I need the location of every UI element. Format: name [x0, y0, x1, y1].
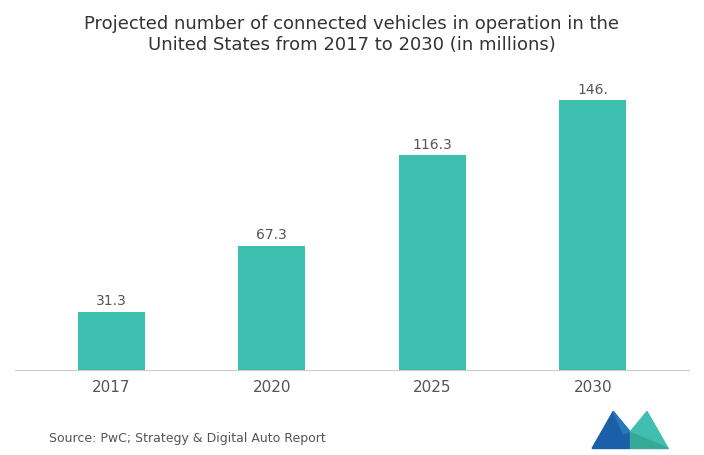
Text: 31.3: 31.3 — [96, 294, 127, 308]
Polygon shape — [592, 432, 630, 449]
Text: 67.3: 67.3 — [256, 228, 287, 242]
Bar — [77, 312, 145, 370]
Polygon shape — [630, 432, 668, 449]
Title: Projected number of connected vehicles in operation in the
United States from 20: Projected number of connected vehicles i… — [84, 15, 620, 54]
Polygon shape — [613, 411, 630, 449]
Text: 116.3: 116.3 — [413, 137, 452, 152]
Bar — [559, 101, 627, 370]
Bar — [398, 156, 466, 370]
Text: Source: PwC; Strategy & Digital Auto Report: Source: PwC; Strategy & Digital Auto Rep… — [49, 430, 326, 444]
Text: 146.: 146. — [577, 83, 608, 96]
Bar — [238, 246, 306, 370]
Polygon shape — [592, 411, 630, 449]
Polygon shape — [630, 411, 668, 449]
